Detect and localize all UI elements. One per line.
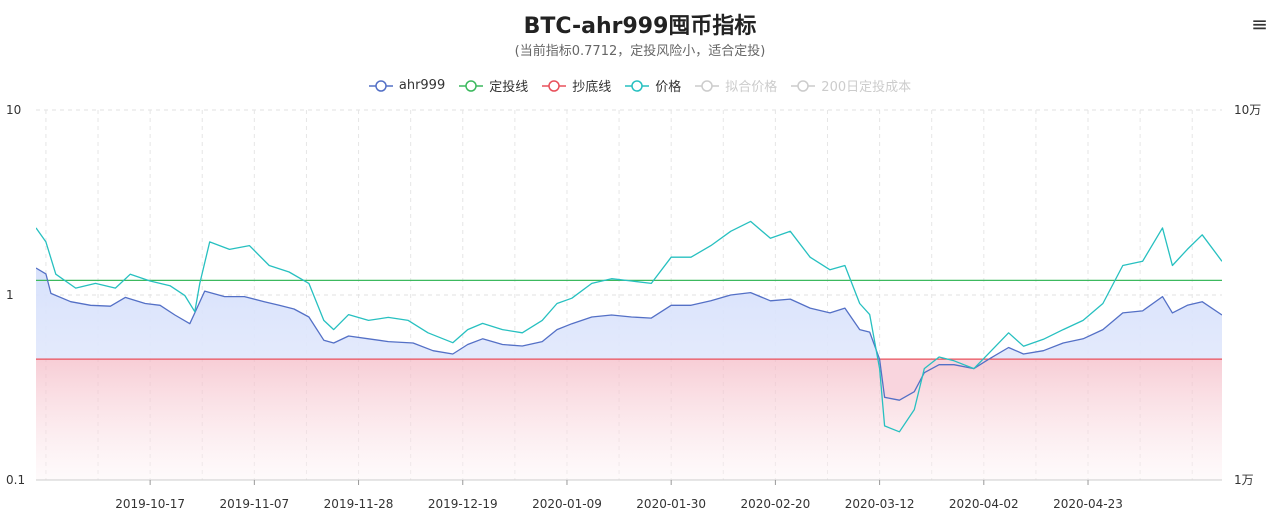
x-tick-label: 2019-11-07 — [219, 497, 289, 511]
x-tick-label: 2020-04-02 — [949, 497, 1019, 511]
legend-symbol-icon — [368, 79, 393, 92]
x-tick-label: 2019-12-19 — [428, 497, 498, 511]
legend-label: ahr999 — [398, 78, 446, 93]
legend-label: 拟合价格 — [725, 80, 778, 95]
grid-lines — [36, 109, 1222, 481]
x-tick-label: 2019-10-17 — [115, 497, 185, 511]
series-lines — [36, 220, 1222, 433]
legend-item-2[interactable]: 抄底线 — [542, 76, 611, 95]
area-fills — [36, 268, 1222, 480]
menu-icon[interactable]: ≡ — [1251, 12, 1268, 36]
legend-symbol-icon — [695, 79, 720, 92]
legend-label: 价格 — [655, 80, 682, 95]
x-tick-label: 2020-03-12 — [845, 497, 915, 511]
legend: ahr999 定投线 抄底线 价格 拟合价格 200日定投成本 — [0, 76, 1280, 95]
y-left-tick-label: 0.1 — [6, 473, 25, 487]
legend-symbol-icon — [542, 79, 567, 92]
chart-title: BTC-ahr999囤币指标 — [523, 14, 757, 39]
legend-item-3[interactable]: 价格 — [625, 76, 681, 95]
legend-label: 200日定投成本 — [821, 80, 912, 95]
legend-symbol-icon — [791, 79, 816, 92]
ahr999-dip-area — [36, 359, 1222, 401]
y-right-tick-label: 1万 — [1234, 473, 1254, 487]
bottom-zone-area — [36, 359, 1222, 480]
legend-item-0[interactable]: ahr999 — [368, 76, 446, 95]
price-line — [36, 220, 1222, 433]
legend-item-1[interactable]: 定投线 — [459, 76, 528, 95]
y-left-tick-label: 10 — [6, 103, 21, 117]
y-left-tick-label: 1 — [6, 288, 14, 302]
y-right-tick-label: 10万 — [1234, 103, 1261, 117]
legend-symbol-icon — [625, 79, 650, 92]
legend-item-5[interactable]: 200日定投成本 — [791, 76, 911, 95]
x-tick-label: 2020-04-23 — [1053, 497, 1123, 511]
x-tick-label: 2019-11-28 — [324, 497, 394, 511]
axes: 2019-10-17 2019-11-07 2019-11-28 2019-12-19… — [6, 103, 1261, 511]
legend-item-4[interactable]: 拟合价格 — [695, 76, 777, 95]
legend-label: 抄底线 — [572, 80, 612, 95]
legend-symbol-icon — [459, 79, 484, 92]
x-tick-label: 2020-02-20 — [741, 497, 811, 511]
ahr999-line — [36, 267, 1222, 401]
x-tick-label: 2020-01-09 — [532, 497, 602, 511]
legend-label: 定投线 — [489, 80, 529, 95]
x-tick-label: 2020-01-30 — [636, 497, 706, 511]
chart-subtitle: (当前指标0.7712，定投风险小，适合定投) — [514, 44, 766, 59]
